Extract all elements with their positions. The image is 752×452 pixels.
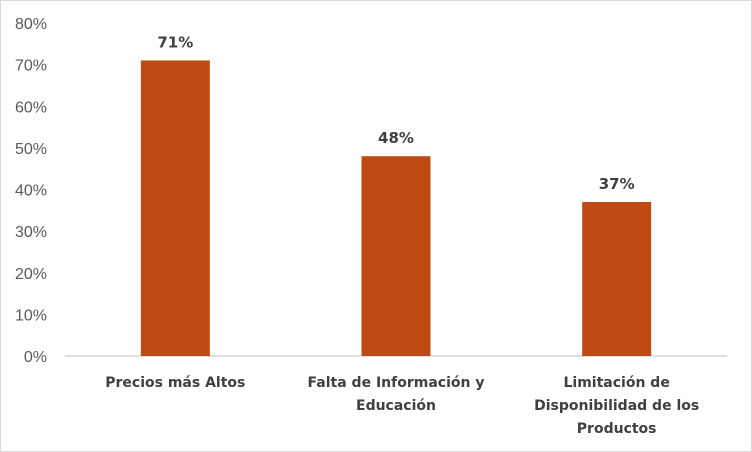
x-tick-label: Educación <box>356 398 436 414</box>
data-label: 71% <box>157 33 193 51</box>
y-tick-label: 50% <box>15 141 47 158</box>
data-label: 48% <box>378 129 414 147</box>
bar <box>140 60 210 357</box>
x-tick-label: Limitación de <box>564 375 670 391</box>
y-tick-label: 40% <box>15 183 47 200</box>
bar <box>361 156 431 356</box>
bar <box>582 201 652 356</box>
x-tick-label: Disponibilidad de los <box>534 398 699 414</box>
y-tick-label: 70% <box>15 58 47 75</box>
data-label: 37% <box>599 175 635 193</box>
x-tick-label: Productos <box>577 421 657 437</box>
x-tick-label: Precios más Altos <box>105 375 245 391</box>
y-tick-label: 20% <box>15 266 47 283</box>
y-tick-label: 60% <box>15 99 47 116</box>
y-tick-label: 10% <box>15 307 47 324</box>
y-tick-label: 30% <box>15 224 47 241</box>
y-tick-label: 0% <box>24 349 47 366</box>
y-tick-label: 80% <box>15 16 47 33</box>
x-tick-label: Falta de Información y <box>308 375 485 391</box>
